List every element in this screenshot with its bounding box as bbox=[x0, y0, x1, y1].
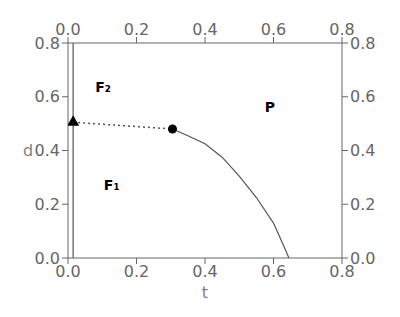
svg-text:0.0: 0.0 bbox=[55, 262, 81, 282]
svg-text:0.2: 0.2 bbox=[35, 195, 60, 214]
svg-text:F₁: F₁ bbox=[104, 177, 120, 193]
svg-text:0.4: 0.4 bbox=[350, 141, 375, 160]
svg-text:0.0: 0.0 bbox=[350, 249, 375, 268]
svg-text:0.8: 0.8 bbox=[329, 20, 355, 39]
svg-text:P: P bbox=[265, 99, 275, 115]
svg-text:0.0: 0.0 bbox=[55, 20, 81, 39]
svg-text:0.6: 0.6 bbox=[261, 20, 286, 39]
svg-text:0.4: 0.4 bbox=[35, 141, 60, 160]
svg-text:0.0: 0.0 bbox=[35, 249, 60, 268]
svg-text:0.8: 0.8 bbox=[350, 34, 375, 53]
svg-text:0.2: 0.2 bbox=[124, 262, 149, 281]
svg-text:0.4: 0.4 bbox=[192, 262, 217, 281]
svg-text:0.4: 0.4 bbox=[192, 20, 217, 39]
svg-text:t: t bbox=[202, 283, 208, 302]
svg-text:0.8: 0.8 bbox=[35, 34, 60, 53]
svg-text:F₂: F₂ bbox=[95, 79, 111, 95]
svg-text:0.6: 0.6 bbox=[350, 87, 375, 106]
svg-text:0.2: 0.2 bbox=[350, 195, 375, 214]
svg-text:0.6: 0.6 bbox=[261, 262, 286, 281]
svg-text:0.8: 0.8 bbox=[329, 262, 355, 282]
svg-text:d: d bbox=[23, 141, 33, 160]
svg-text:0.2: 0.2 bbox=[124, 20, 149, 39]
svg-text:0.6: 0.6 bbox=[35, 87, 60, 106]
